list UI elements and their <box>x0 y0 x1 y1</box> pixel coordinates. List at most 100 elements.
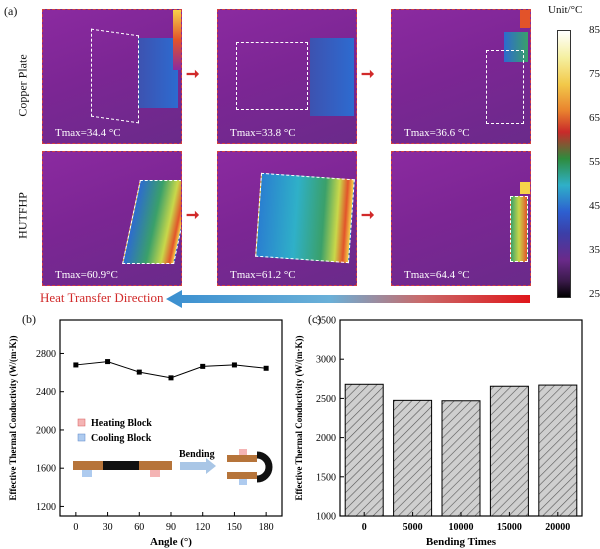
bar <box>538 384 578 517</box>
thermal-image-hutfhp-2: Tmax=61.2 °C <box>217 151 357 286</box>
bar <box>441 400 481 517</box>
copper-plate-region <box>138 38 178 108</box>
chart-bending: 1000 1500 2000 2500 3000 3500 0 5000 10000 15000 2… <box>294 316 583 548</box>
chart-angle: 1200 1600 2000 2400 2800 0 30 60 90 120 150 180 Angl… <box>8 319 283 548</box>
y-tick-label: 1200 <box>36 502 56 513</box>
y-tick-label: 3500 <box>316 316 336 327</box>
thermal-image-copper-3: Tmax=36.6 °C <box>391 9 531 144</box>
thermal-image-copper-1: Tmax=34.4 °C <box>42 9 182 144</box>
data-point <box>168 375 174 381</box>
heat-pipe-region <box>122 180 181 264</box>
arrow-right-icon: ➞ <box>361 207 375 224</box>
y-tick-label: 2000 <box>316 433 336 444</box>
bending-arrow-icon <box>180 458 216 474</box>
x-tick-label: 5000 <box>403 522 423 533</box>
x-tick-label: 180 <box>259 522 274 533</box>
x-tick-label: 60 <box>134 522 144 533</box>
x-axis-label: Bending Times <box>426 536 497 548</box>
y-axis-label: Effective Thermal Conductivity (W/(m·K)) <box>8 335 18 500</box>
colorbar-tick: 45 <box>589 200 600 212</box>
colorbar-tick: 75 <box>589 68 600 80</box>
arrow-right-icon: ➞ <box>186 66 200 83</box>
y-axis-label: Effective Thermal Conductivity (W/(m·K)) <box>294 335 304 500</box>
data-point <box>105 359 111 365</box>
heat-source-strip <box>520 10 530 28</box>
thermal-image-hutfhp-3: Tmax=64.4 °C <box>391 151 531 286</box>
flat-heating-block <box>150 470 160 477</box>
data-point <box>231 362 237 368</box>
bent-hutfhp-bottom <box>227 472 257 479</box>
y-tick-label: 1500 <box>316 472 336 483</box>
x-tick-label: 15000 <box>497 522 522 533</box>
thermal-image-copper-2: Tmax=33.8 °C <box>217 9 357 144</box>
x-tick-label: 20000 <box>545 522 570 533</box>
data-point <box>200 363 206 369</box>
colorbar-tick: 35 <box>589 244 600 256</box>
y-tick-label: 2500 <box>316 394 336 405</box>
row-label-copper: Copper Plate <box>15 54 30 117</box>
tmax-label: Tmax=33.8 °C <box>230 127 296 139</box>
x-tick-label: 0 <box>362 522 367 533</box>
tmax-label: Tmax=64.4 °C <box>404 269 470 281</box>
heat-pipe-region <box>255 172 355 264</box>
bending-label: Bending <box>179 449 215 460</box>
heat-pipe-region <box>510 196 528 262</box>
tmax-label: Tmax=61.2 °C <box>230 269 296 281</box>
colorbar <box>557 30 571 298</box>
y-tick-label: 1600 <box>36 464 56 475</box>
colorbar-tick: 85 <box>589 24 600 36</box>
cooling-block-label: Cooling Block <box>91 433 152 444</box>
colorbar-tick: 25 <box>589 288 600 300</box>
heat-direction-label: Heat Transfer Direction <box>40 290 164 305</box>
x-tick-label: 30 <box>103 522 113 533</box>
heating-block-swatch <box>77 418 86 427</box>
x-tick-label: 120 <box>195 522 210 533</box>
plate-outline <box>486 50 524 124</box>
x-axis-label: Angle (°) <box>150 536 192 548</box>
heat-direction-arrow <box>166 290 530 308</box>
flat-cooling-block <box>82 470 92 477</box>
row-label-hutfhp: HUTFHP <box>15 192 30 239</box>
panel-c-letter: (c) <box>308 312 322 326</box>
bent-heating-block <box>239 449 247 455</box>
arrow-right-icon: ➞ <box>361 66 375 83</box>
copper-plate-region <box>310 38 354 116</box>
data-point <box>73 362 79 368</box>
panel-a-letter: (a) <box>4 4 18 18</box>
bar <box>489 385 529 517</box>
colorbar-tick: 55 <box>589 156 600 168</box>
heat-source-strip <box>520 182 530 194</box>
x-tick-label: 150 <box>227 522 242 533</box>
cooling-block-swatch <box>77 433 86 442</box>
copper-plate-region <box>504 32 528 62</box>
colorbar-unit: Unit/°C <box>548 4 583 16</box>
data-point <box>136 369 142 375</box>
colorbar-ticks: 85 75 65 55 45 35 25 <box>572 24 600 304</box>
data-point <box>263 365 269 371</box>
plate-outline <box>236 42 308 110</box>
x-tick-label: 10000 <box>449 522 474 533</box>
bent-hutfhp-top <box>227 455 257 462</box>
y-tick-label: 2000 <box>36 425 56 436</box>
y-tick-label: 2400 <box>36 387 56 398</box>
bent-hutfhp-bend <box>256 451 273 483</box>
flat-hutfhp-bend-section <box>103 461 139 470</box>
heating-block-label: Heating Block <box>91 418 152 429</box>
bar <box>344 383 384 517</box>
bar <box>393 399 433 517</box>
panel-b-letter: (b) <box>22 312 36 326</box>
x-tick-label: 0 <box>73 522 78 533</box>
tmax-label: Tmax=60.9°C <box>55 269 118 281</box>
colorbar-tick: 65 <box>589 112 600 124</box>
x-tick-label: 90 <box>166 522 176 533</box>
tmax-label: Tmax=34.4 °C <box>55 127 121 139</box>
thermal-image-hutfhp-1: Tmax=60.9°C <box>42 151 182 286</box>
heat-source-strip <box>173 10 181 70</box>
tmax-label: Tmax=36.6 °C <box>404 127 470 139</box>
y-tick-label: 1000 <box>316 512 336 523</box>
plate-outline <box>91 28 139 124</box>
bent-cooling-block <box>239 479 247 485</box>
arrow-right-icon: ➞ <box>186 207 200 224</box>
y-tick-label: 3000 <box>316 355 336 366</box>
y-tick-label: 2800 <box>36 349 56 360</box>
